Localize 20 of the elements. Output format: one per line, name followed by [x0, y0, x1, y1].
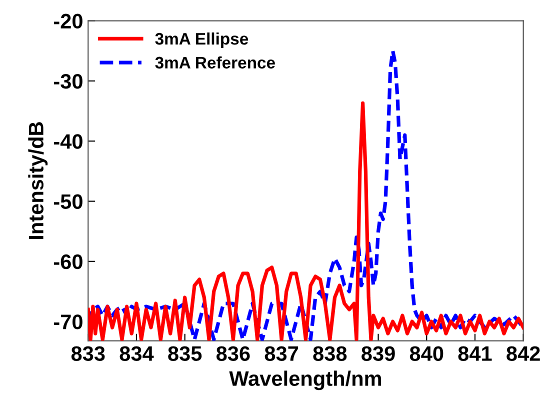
x-tick-label: 836	[216, 346, 250, 361]
y-tick-label: -60	[54, 254, 82, 270]
y-tick-label: -50	[54, 194, 82, 210]
x-tick-label: 842	[506, 346, 540, 361]
x-tick-label: 841	[458, 346, 492, 361]
y-tick-label: -40	[54, 134, 82, 149]
x-tick-label: 833	[71, 346, 105, 361]
legend-label: 3mA Ellipse	[155, 32, 248, 48]
x-tick-label: 840	[410, 346, 444, 361]
x-tick-label: 835	[168, 346, 202, 361]
x-tick-label: 839	[362, 346, 395, 361]
y-tick-label: -70	[54, 314, 82, 330]
x-tick-label: 837	[264, 346, 298, 361]
x-tick-label: 838	[313, 346, 347, 361]
y-tick-label: -30	[54, 74, 82, 89]
x-tick-label: 834	[120, 346, 154, 361]
y-tick-label: -20	[54, 14, 82, 29]
legend-label: 3mA Reference	[155, 56, 275, 69]
x-axis-title: Wavelength/nm	[229, 370, 382, 390]
y-axis-title: Intensity/dB	[28, 122, 48, 240]
